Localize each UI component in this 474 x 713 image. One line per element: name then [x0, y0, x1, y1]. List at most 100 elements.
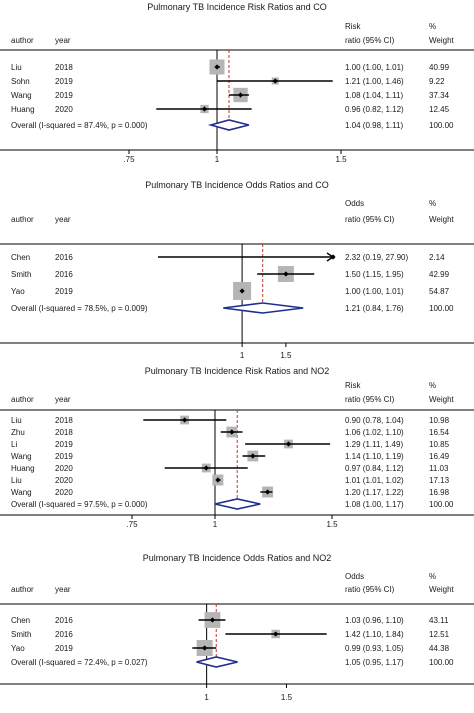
header-weight-top: %	[429, 22, 436, 31]
overall-weight: 100.00	[429, 500, 454, 509]
study-row: Zhu 2018 1.06 (1.02, 1.10) 16.54	[11, 426, 450, 438]
header-effect-bottom: ratio (95% CI)	[345, 395, 395, 404]
study-effect-ci: 0.96 (0.82, 1.12)	[345, 105, 404, 114]
axis-tick-label: 1	[215, 155, 220, 164]
study-weight: 10.98	[429, 416, 450, 425]
study-weight: 44.38	[429, 644, 450, 653]
study-effect-ci: 1.42 (1.10, 1.84)	[345, 630, 404, 639]
study-year: 2020	[55, 105, 73, 114]
study-year: 2016	[55, 253, 73, 262]
study-effect-ci: 1.00 (1.00, 1.01)	[345, 63, 404, 72]
pooled-effect-diamond	[207, 119, 250, 131]
panel-title: Pulmonary TB Incidence Risk Ratios and N…	[145, 366, 329, 376]
study-effect-ci: 1.50 (1.15, 1.95)	[345, 270, 404, 279]
overall-weight: 100.00	[429, 121, 454, 130]
forest-panel: Pulmonary TB Incidence Odds Ratios and C…	[0, 180, 474, 360]
header-effect-bottom: ratio (95% CI)	[345, 36, 395, 45]
study-point-estimate	[215, 477, 221, 483]
study-row: Wang 2020 1.20 (1.17, 1.22) 16.98	[11, 486, 450, 498]
study-weight: 9.22	[429, 77, 445, 86]
axis-tick-label: .75	[126, 520, 138, 529]
study-year: 2019	[55, 91, 73, 100]
study-author: Chen	[11, 616, 30, 625]
forest-panel: Pulmonary TB Incidence Risk Ratios and N…	[0, 366, 474, 529]
study-point-estimate	[283, 271, 289, 277]
header-effect-top: Odds	[345, 572, 364, 581]
study-author: Chen	[11, 253, 30, 262]
study-year: 2019	[55, 644, 73, 653]
overall-label: Overall (I-squared = 72.4%, p = 0.027)	[11, 658, 148, 667]
study-point-estimate	[237, 92, 244, 98]
study-author: Sohn	[11, 77, 30, 86]
axis-tick-label: 1	[240, 351, 245, 360]
study-author: Wang	[11, 452, 32, 461]
study-point-estimate	[209, 617, 216, 623]
overall-label: Overall (I-squared = 87.4%, p = 0.000)	[11, 121, 148, 130]
study-point-estimate	[330, 254, 336, 260]
header-author: author	[11, 395, 34, 404]
study-point-estimate	[265, 489, 271, 495]
study-point-estimate	[182, 417, 188, 423]
overall-effect-ci: 1.05 (0.95, 1.17)	[345, 658, 404, 667]
study-year: 2019	[55, 440, 73, 449]
study-row: Smith 2016 1.42 (1.10, 1.84) 12.51	[11, 629, 450, 639]
axis-tick-label: 1.5	[281, 693, 293, 702]
study-author: Li	[11, 440, 17, 449]
study-author: Smith	[11, 270, 31, 279]
study-author: Smith	[11, 630, 31, 639]
study-row: Huang 2020 0.96 (0.82, 1.12) 12.45	[11, 104, 450, 114]
study-effect-ci: 1.08 (1.04, 1.11)	[345, 91, 403, 100]
study-effect-ci: 1.00 (1.00, 1.01)	[345, 287, 404, 296]
study-year: 2018	[55, 416, 73, 425]
study-point-estimate	[250, 453, 256, 459]
header-year: year	[55, 215, 71, 224]
study-effect-ci: 1.20 (1.17, 1.22)	[345, 488, 404, 497]
study-effect-ci: 0.90 (0.78, 1.04)	[345, 416, 404, 425]
study-row: Chen 2016 1.03 (0.96, 1.10) 43.11	[11, 612, 449, 628]
study-author: Zhu	[11, 428, 25, 437]
panel-title: Pulmonary TB Incidence Risk Ratios and C…	[147, 2, 326, 12]
study-weight: 12.45	[429, 105, 450, 114]
study-author: Huang	[11, 105, 35, 114]
study-row: Wang 2019 1.08 (1.04, 1.11) 37.34	[11, 87, 450, 103]
header-effect-top: Odds	[345, 199, 364, 208]
study-row: Chen 2016 2.32 (0.19, 27.90) 2.14	[11, 252, 445, 262]
forest-panel: Pulmonary TB Incidence Odds Ratios and N…	[0, 553, 474, 702]
axis-tick-label: 1.5	[335, 155, 347, 164]
study-point-estimate	[272, 78, 278, 84]
pooled-effect-diamond	[214, 498, 261, 510]
study-year: 2016	[55, 616, 73, 625]
study-point-estimate	[285, 441, 292, 447]
study-row: Liu 2020 1.01 (1.01, 1.02) 17.13	[11, 474, 450, 486]
axis-tick-label: 1	[213, 520, 218, 529]
study-point-estimate	[239, 288, 245, 294]
study-weight: 37.34	[429, 91, 450, 100]
study-weight: 42.99	[429, 270, 450, 279]
header-effect-bottom: ratio (95% CI)	[345, 215, 395, 224]
study-point-estimate	[273, 631, 279, 637]
axis-tick-label: .75	[123, 155, 135, 164]
study-effect-ci: 0.99 (0.93, 1.05)	[345, 644, 404, 653]
study-weight: 12.51	[429, 630, 450, 639]
study-point-estimate	[202, 645, 208, 651]
study-year: 2016	[55, 270, 73, 279]
study-effect-ci: 1.29 (1.11, 1.49)	[345, 440, 403, 449]
axis-tick-label: 1	[204, 693, 209, 702]
study-row: Yao 2019 1.00 (1.00, 1.01) 54.87	[11, 282, 450, 300]
study-weight: 11.03	[429, 464, 449, 473]
panel-title: Pulmonary TB Incidence Odds Ratios and N…	[143, 553, 331, 563]
overall-effect-ci: 1.04 (0.98, 1.11)	[345, 121, 403, 130]
study-year: 2019	[55, 287, 73, 296]
study-author: Liu	[11, 416, 22, 425]
pooled-effect-diamond	[196, 656, 238, 668]
header-effect-top: Risk	[345, 22, 362, 31]
study-point-estimate	[214, 64, 220, 70]
study-row: Sohn 2019 1.21 (1.00, 1.46) 9.22	[11, 77, 445, 86]
study-author: Wang	[11, 91, 32, 100]
header-weight-top: %	[429, 381, 436, 390]
header-effect-bottom: ratio (95% CI)	[345, 585, 395, 594]
study-weight: 10.85	[429, 440, 450, 449]
study-author: Liu	[11, 63, 22, 72]
study-year: 2018	[55, 63, 73, 72]
study-weight: 43.11	[429, 616, 449, 625]
